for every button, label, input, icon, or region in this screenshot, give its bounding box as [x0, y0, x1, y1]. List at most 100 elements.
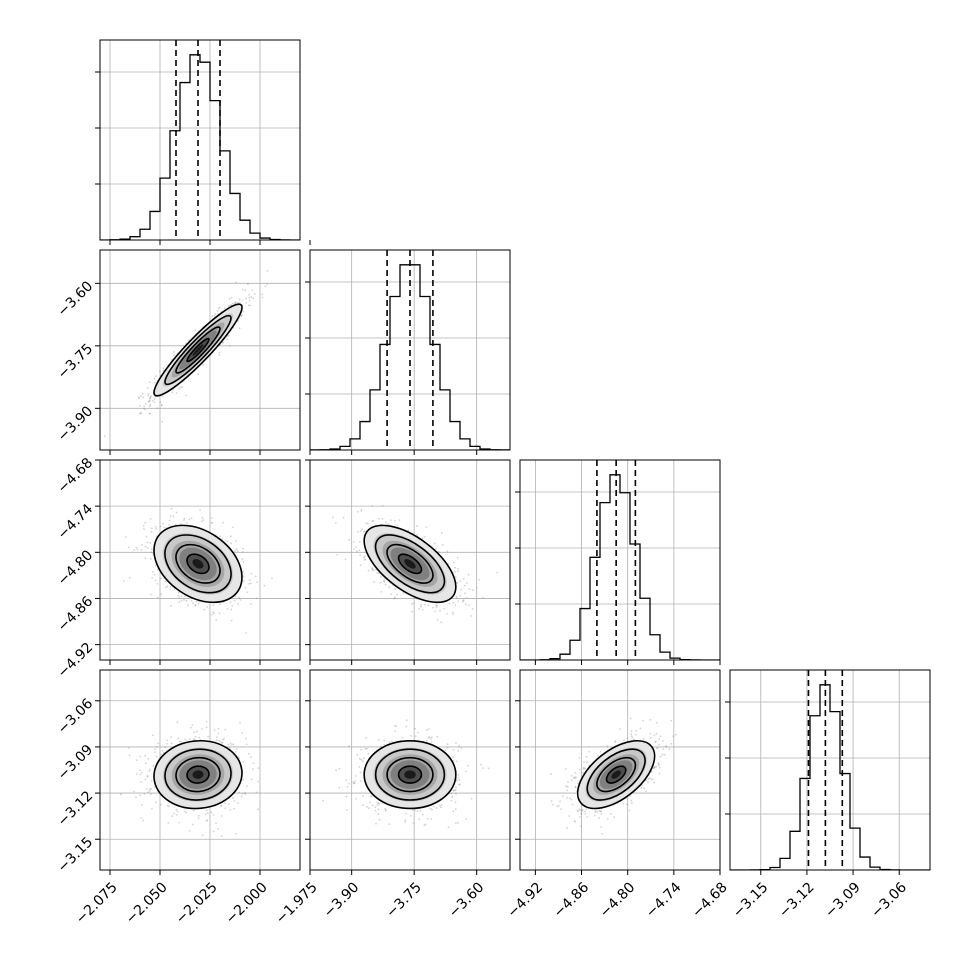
- sample-point: [198, 814, 200, 817]
- sample-point: [359, 554, 361, 556]
- sample-point: [371, 567, 374, 569]
- sample-point: [394, 724, 396, 727]
- sample-point: [228, 747, 231, 749]
- sample-point: [391, 740, 393, 743]
- density-contour: [175, 543, 221, 584]
- sample-point: [175, 523, 177, 526]
- sample-point: [255, 597, 258, 600]
- sample-point: [235, 832, 238, 835]
- sample-point: [244, 792, 246, 794]
- sample-point: [465, 596, 468, 599]
- sample-point: [353, 548, 355, 550]
- sample-point: [434, 548, 437, 550]
- sample-point: [374, 809, 377, 812]
- sample-point: [226, 338, 229, 341]
- sample-point: [154, 564, 157, 567]
- sample-point: [377, 813, 380, 816]
- sample-point: [190, 600, 193, 602]
- sample-point: [358, 541, 361, 543]
- sample-point: [433, 542, 436, 545]
- sample-point: [144, 754, 147, 757]
- histogram-panel-1: [305, 249, 511, 455]
- density-contour: [363, 524, 457, 604]
- sample-point: [133, 790, 136, 793]
- density-contour: [374, 748, 446, 801]
- sample-point: [153, 401, 156, 404]
- sample-point: [157, 742, 160, 745]
- sample-point: [658, 743, 660, 746]
- sample-point: [244, 586, 247, 589]
- sample-point: [144, 762, 147, 765]
- sample-point: [574, 786, 577, 788]
- sample-point: [454, 576, 457, 578]
- sample-point: [144, 403, 147, 405]
- sample-point: [401, 736, 404, 739]
- sample-point: [448, 602, 451, 605]
- sample-point: [128, 754, 131, 757]
- sample-point: [336, 553, 338, 556]
- sample-point: [446, 613, 448, 615]
- sample-point: [439, 609, 441, 612]
- sample-point: [459, 783, 461, 786]
- sample-point: [250, 756, 252, 759]
- sample-point: [331, 516, 334, 519]
- sample-point: [149, 518, 152, 520]
- sample-point: [419, 810, 422, 812]
- sample-point: [383, 580, 386, 583]
- sample-point: [103, 435, 106, 438]
- sample-point: [148, 768, 151, 771]
- sample-point: [457, 570, 459, 572]
- sample-point: [177, 594, 180, 597]
- sample-point: [175, 392, 178, 395]
- sample-point: [446, 747, 449, 749]
- sample-point: [453, 789, 456, 792]
- sample-point: [580, 825, 582, 828]
- sample-point: [145, 535, 148, 538]
- sample-point: [242, 570, 244, 573]
- sample-point: [167, 822, 170, 824]
- sample-point: [241, 792, 244, 795]
- sample-point: [423, 535, 426, 538]
- sample-point: [421, 814, 424, 816]
- sample-point: [160, 753, 163, 756]
- sample-point: [657, 762, 660, 764]
- sample-point: [140, 549, 143, 551]
- sample-point: [152, 765, 155, 767]
- sample-point: [221, 741, 224, 744]
- sample-point: [159, 401, 162, 404]
- sample-point: [151, 807, 153, 810]
- sample-point: [365, 522, 368, 524]
- sample-point: [427, 728, 430, 730]
- sample-point: [239, 599, 242, 601]
- sample-point: [149, 558, 152, 560]
- sample-point: [170, 742, 173, 745]
- sample-point: [457, 600, 460, 603]
- sample-point: [352, 781, 354, 784]
- sample-point: [242, 310, 245, 313]
- sample-point: [629, 717, 632, 720]
- sample-point: [440, 531, 443, 534]
- sample-point: [405, 719, 408, 721]
- sample-point: [207, 735, 210, 738]
- sample-point: [655, 732, 658, 735]
- sample-point: [452, 613, 455, 615]
- sample-point: [148, 399, 151, 402]
- sample-point: [142, 819, 144, 822]
- density-contour: [363, 739, 457, 810]
- sample-point: [139, 412, 142, 414]
- sample-point: [175, 511, 178, 514]
- sample-point: [396, 593, 398, 596]
- sample-point: [496, 571, 498, 574]
- sample-point: [383, 580, 385, 582]
- sample-point: [405, 812, 407, 815]
- sample-point: [154, 525, 157, 528]
- sample-point: [245, 632, 247, 634]
- sample-point: [367, 569, 370, 572]
- sample-point: [206, 819, 209, 822]
- sample-point: [144, 557, 147, 560]
- sample-point: [266, 283, 269, 285]
- sample-point: [421, 609, 424, 611]
- sample-point: [256, 581, 258, 584]
- sample-point: [140, 771, 143, 774]
